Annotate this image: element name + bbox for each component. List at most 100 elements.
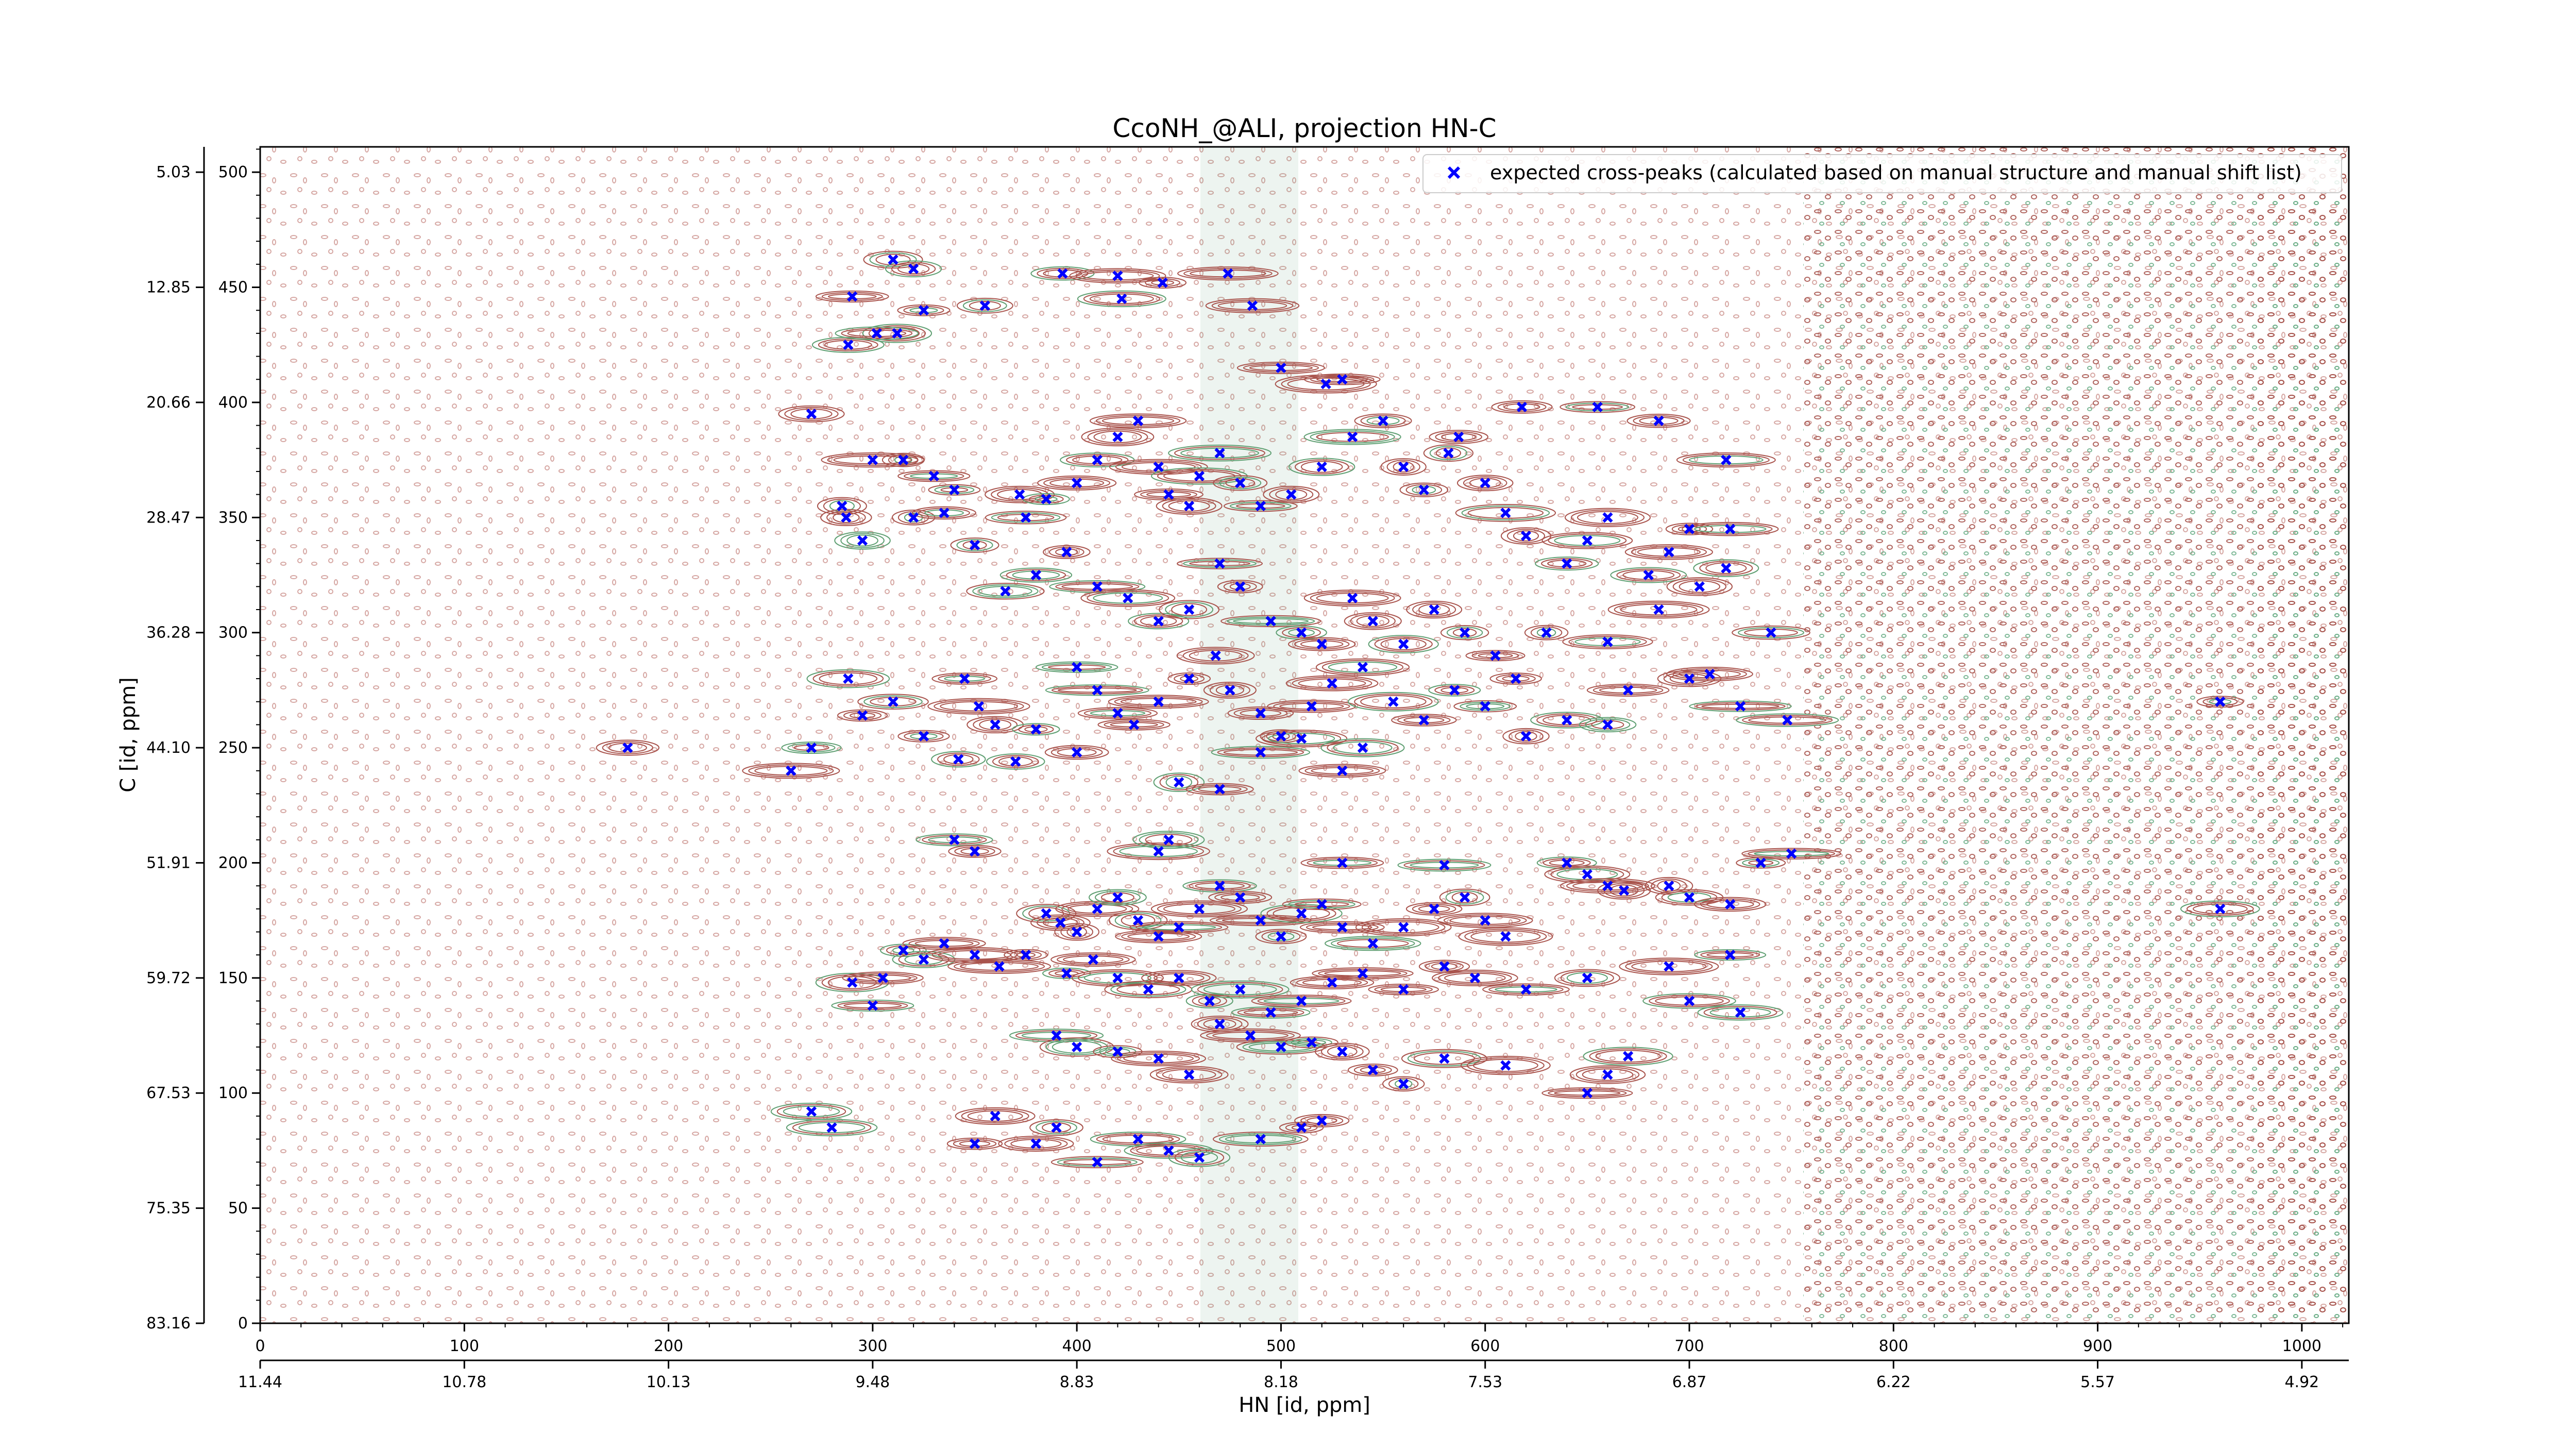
contour-ring: [1649, 995, 1730, 1007]
contour-ring: [1203, 983, 1277, 996]
contour-ring: [1190, 269, 1266, 278]
contour-ring: [1744, 628, 1798, 637]
contour-ring: [1043, 477, 1111, 489]
contour-ring: [1128, 613, 1190, 630]
contour-ring: [842, 971, 924, 985]
contour-ring: [1583, 1047, 1673, 1066]
contour-ring: [953, 1139, 997, 1149]
contour-ring: [1502, 676, 1530, 682]
contour-ring: [1035, 661, 1118, 673]
contour-ring: [1183, 268, 1273, 279]
contour-ring: [1406, 600, 1463, 619]
cross-peak-point: [1092, 903, 1103, 914]
contour-ring: [1325, 936, 1421, 951]
contour-ring: [1214, 892, 1266, 903]
contour-ring: [998, 1136, 1074, 1152]
contour-ring: [1566, 972, 1608, 984]
cross-peak-point: [1183, 1069, 1195, 1080]
contour-ring: [1461, 505, 1550, 520]
cross-peak-point: [867, 1000, 878, 1011]
contour-ring: [1566, 880, 1649, 892]
contour-ring: [1236, 361, 1326, 374]
contour-ring: [1699, 561, 1753, 576]
cross-peak-point: [908, 512, 919, 523]
contour-ring: [1191, 980, 1290, 999]
contour-ring: [1198, 786, 1242, 793]
cross-peak-point: [1490, 650, 1501, 661]
contour-ring: [1185, 783, 1254, 796]
contour-ring: [833, 455, 912, 465]
cross-peak-point: [1721, 454, 1732, 465]
contour-ring: [1121, 462, 1196, 472]
contour-ring: [1168, 444, 1272, 462]
contour-ring: [954, 846, 995, 856]
contour-ring: [1209, 683, 1250, 697]
contour-ring: [786, 1119, 878, 1137]
contour-ring: [1443, 914, 1527, 926]
contour-ring: [1223, 581, 1257, 592]
cross-peak-point: [1255, 1134, 1266, 1144]
cross-peak-point: [1367, 1065, 1378, 1075]
cross-peak-point: [1418, 484, 1429, 495]
contour-ring: [1171, 603, 1208, 616]
contour-ring: [1435, 447, 1462, 459]
contour-ring: [1116, 984, 1180, 996]
contour-ring: [1471, 651, 1519, 660]
contour-ring: [1663, 671, 1716, 686]
contour-ring: [1700, 898, 1760, 911]
contour-ring: [1432, 969, 1518, 986]
contour-ring: [1672, 579, 1726, 595]
cross-peak-point: [939, 508, 950, 518]
contour-ring: [1694, 949, 1767, 961]
legend-marker: [1447, 166, 1461, 179]
contour-ring: [1434, 685, 1475, 695]
contour-ring: [742, 763, 840, 779]
contour-ring: [1183, 559, 1257, 568]
contour-ring: [1530, 626, 1563, 639]
contour-ring: [1037, 916, 1084, 930]
contour-ring: [1067, 904, 1127, 914]
cross-peak-point: [1153, 1053, 1164, 1064]
cross-peak-point: [1225, 685, 1235, 696]
contour-ring: [997, 514, 1055, 521]
contour-background: [260, 147, 2349, 1323]
contour-ring: [1140, 616, 1177, 627]
contour-ring: [940, 701, 1018, 712]
contour-ring: [1104, 720, 1164, 729]
contour-ring: [1029, 1119, 1083, 1136]
cross-peak-point: [1541, 627, 1552, 638]
cross-peak-point: [1316, 461, 1327, 473]
contour-ring: [1217, 301, 1287, 310]
contour-ring: [1509, 729, 1544, 743]
contour-ring: [2186, 902, 2254, 916]
contour-ring: [849, 712, 876, 719]
contour-ring: [1162, 498, 1216, 513]
contour-ring: [1083, 972, 1151, 984]
contour-ring: [1291, 1038, 1332, 1047]
contour-ring: [868, 325, 926, 342]
cross-peak-point: [949, 834, 960, 845]
contour-ring: [1080, 589, 1176, 607]
contour-ring: [1087, 591, 1170, 605]
cross-peak-point: [1622, 1051, 1634, 1062]
y-tick-label: 100: [218, 1084, 248, 1102]
cross-peak-point: [1055, 917, 1066, 928]
contour-ring: [1560, 401, 1636, 413]
contour-ring: [956, 297, 1013, 314]
contour-ring: [1291, 1124, 1312, 1131]
contour-ring: [1307, 858, 1378, 868]
y-tick-label: 350: [218, 509, 248, 527]
contour-ring: [1579, 717, 1637, 733]
contour-ring: [1748, 716, 1827, 724]
cross-peak-point: [1520, 984, 1532, 995]
contour-ring: [596, 739, 659, 756]
cross-peak-point: [1051, 1122, 1062, 1133]
contour-ring: [1006, 569, 1066, 581]
contour-ring: [1418, 905, 1450, 913]
contour-ring: [1055, 901, 1140, 917]
contour-ring: [1742, 715, 1833, 726]
cross-peak-point: [1459, 892, 1470, 903]
cross-peak-point: [1072, 747, 1082, 758]
contour-ring: [1045, 1039, 1108, 1055]
contour-ring: [1083, 292, 1160, 306]
